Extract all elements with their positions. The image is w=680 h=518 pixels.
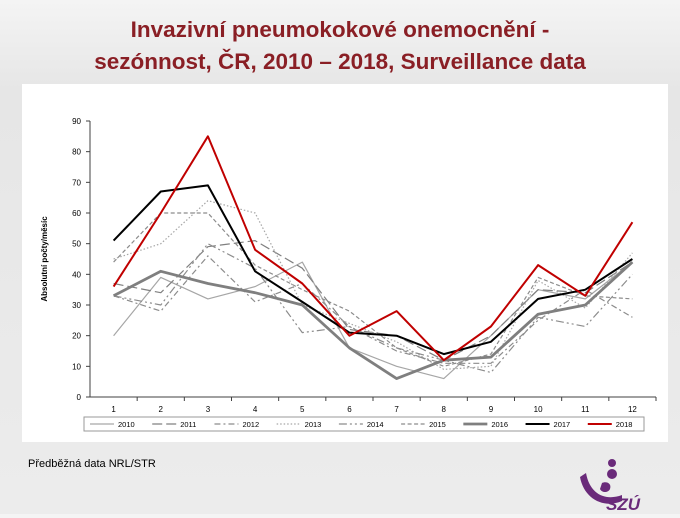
y-tick-label: 80	[72, 148, 81, 157]
y-tick-label: 20	[72, 332, 81, 341]
legend-label-2012: 2012	[242, 420, 259, 429]
y-axis-label: Absolutní počty/měsíc	[40, 216, 49, 302]
x-tick-label: 4	[253, 405, 258, 414]
x-tick-label: 9	[489, 405, 494, 414]
x-tick-label: 10	[534, 405, 543, 414]
series-line-2016	[112, 261, 634, 381]
title-line-2: sezónnost, ČR, 2010 – 2018, Surveillance…	[94, 49, 586, 74]
title-line-1: Invazivní pneumokokové onemocnění -	[130, 17, 550, 42]
legend-label-2017: 2017	[554, 420, 571, 429]
y-tick-label: 60	[72, 209, 81, 218]
y-tick-label: 10	[72, 362, 81, 371]
x-tick-label: 6	[347, 405, 352, 414]
legend-label-2016: 2016	[491, 420, 508, 429]
series-line-2015	[113, 212, 633, 367]
x-tick-label: 2	[159, 405, 164, 414]
x-tick-label: 1	[111, 405, 116, 414]
series-line-2011	[113, 240, 633, 361]
y-tick-label: 70	[72, 178, 81, 187]
legend-box	[83, 416, 645, 432]
y-tick-label: 30	[72, 301, 81, 310]
footnote: Předběžná data NRL/STR	[28, 458, 156, 470]
x-tick-label: 3	[206, 405, 211, 414]
x-tick-label: 11	[581, 405, 590, 414]
logo-text: SZÚ	[606, 495, 641, 513]
legend-label-2011: 2011	[180, 420, 196, 429]
chart-panel: 0 10 20 30 40 50 60 70 80 90 1 2 3 4 5 6 7 8 9 10 11 12 Absolu…	[22, 84, 668, 442]
series-line-2014	[113, 243, 633, 374]
legend-label-2015: 2015	[429, 420, 446, 429]
series-line-2010	[113, 261, 633, 380]
x-tick-label: 7	[394, 405, 399, 414]
szu-logo: SZÚ	[566, 455, 666, 518]
x-tick-label: 12	[628, 405, 637, 414]
legend-label-2010: 2010	[118, 420, 135, 429]
y-tick-label: 0	[77, 393, 82, 402]
legend-label-2014: 2014	[367, 420, 384, 429]
legend-label-2018: 2018	[616, 420, 633, 429]
y-tick-label: 90	[72, 117, 81, 126]
series-line-2013	[113, 200, 633, 370]
x-tick-label: 5	[300, 405, 305, 414]
y-tick-label: 40	[72, 270, 81, 279]
x-tick-label: 8	[442, 405, 447, 414]
y-tick-label: 50	[72, 240, 81, 249]
series-line-2018	[112, 135, 634, 362]
slide-title: Invazivní pneumokokové onemocnění - sezó…	[0, 14, 680, 78]
legend-label-2013: 2013	[305, 420, 322, 429]
series-line-2017	[112, 184, 633, 356]
